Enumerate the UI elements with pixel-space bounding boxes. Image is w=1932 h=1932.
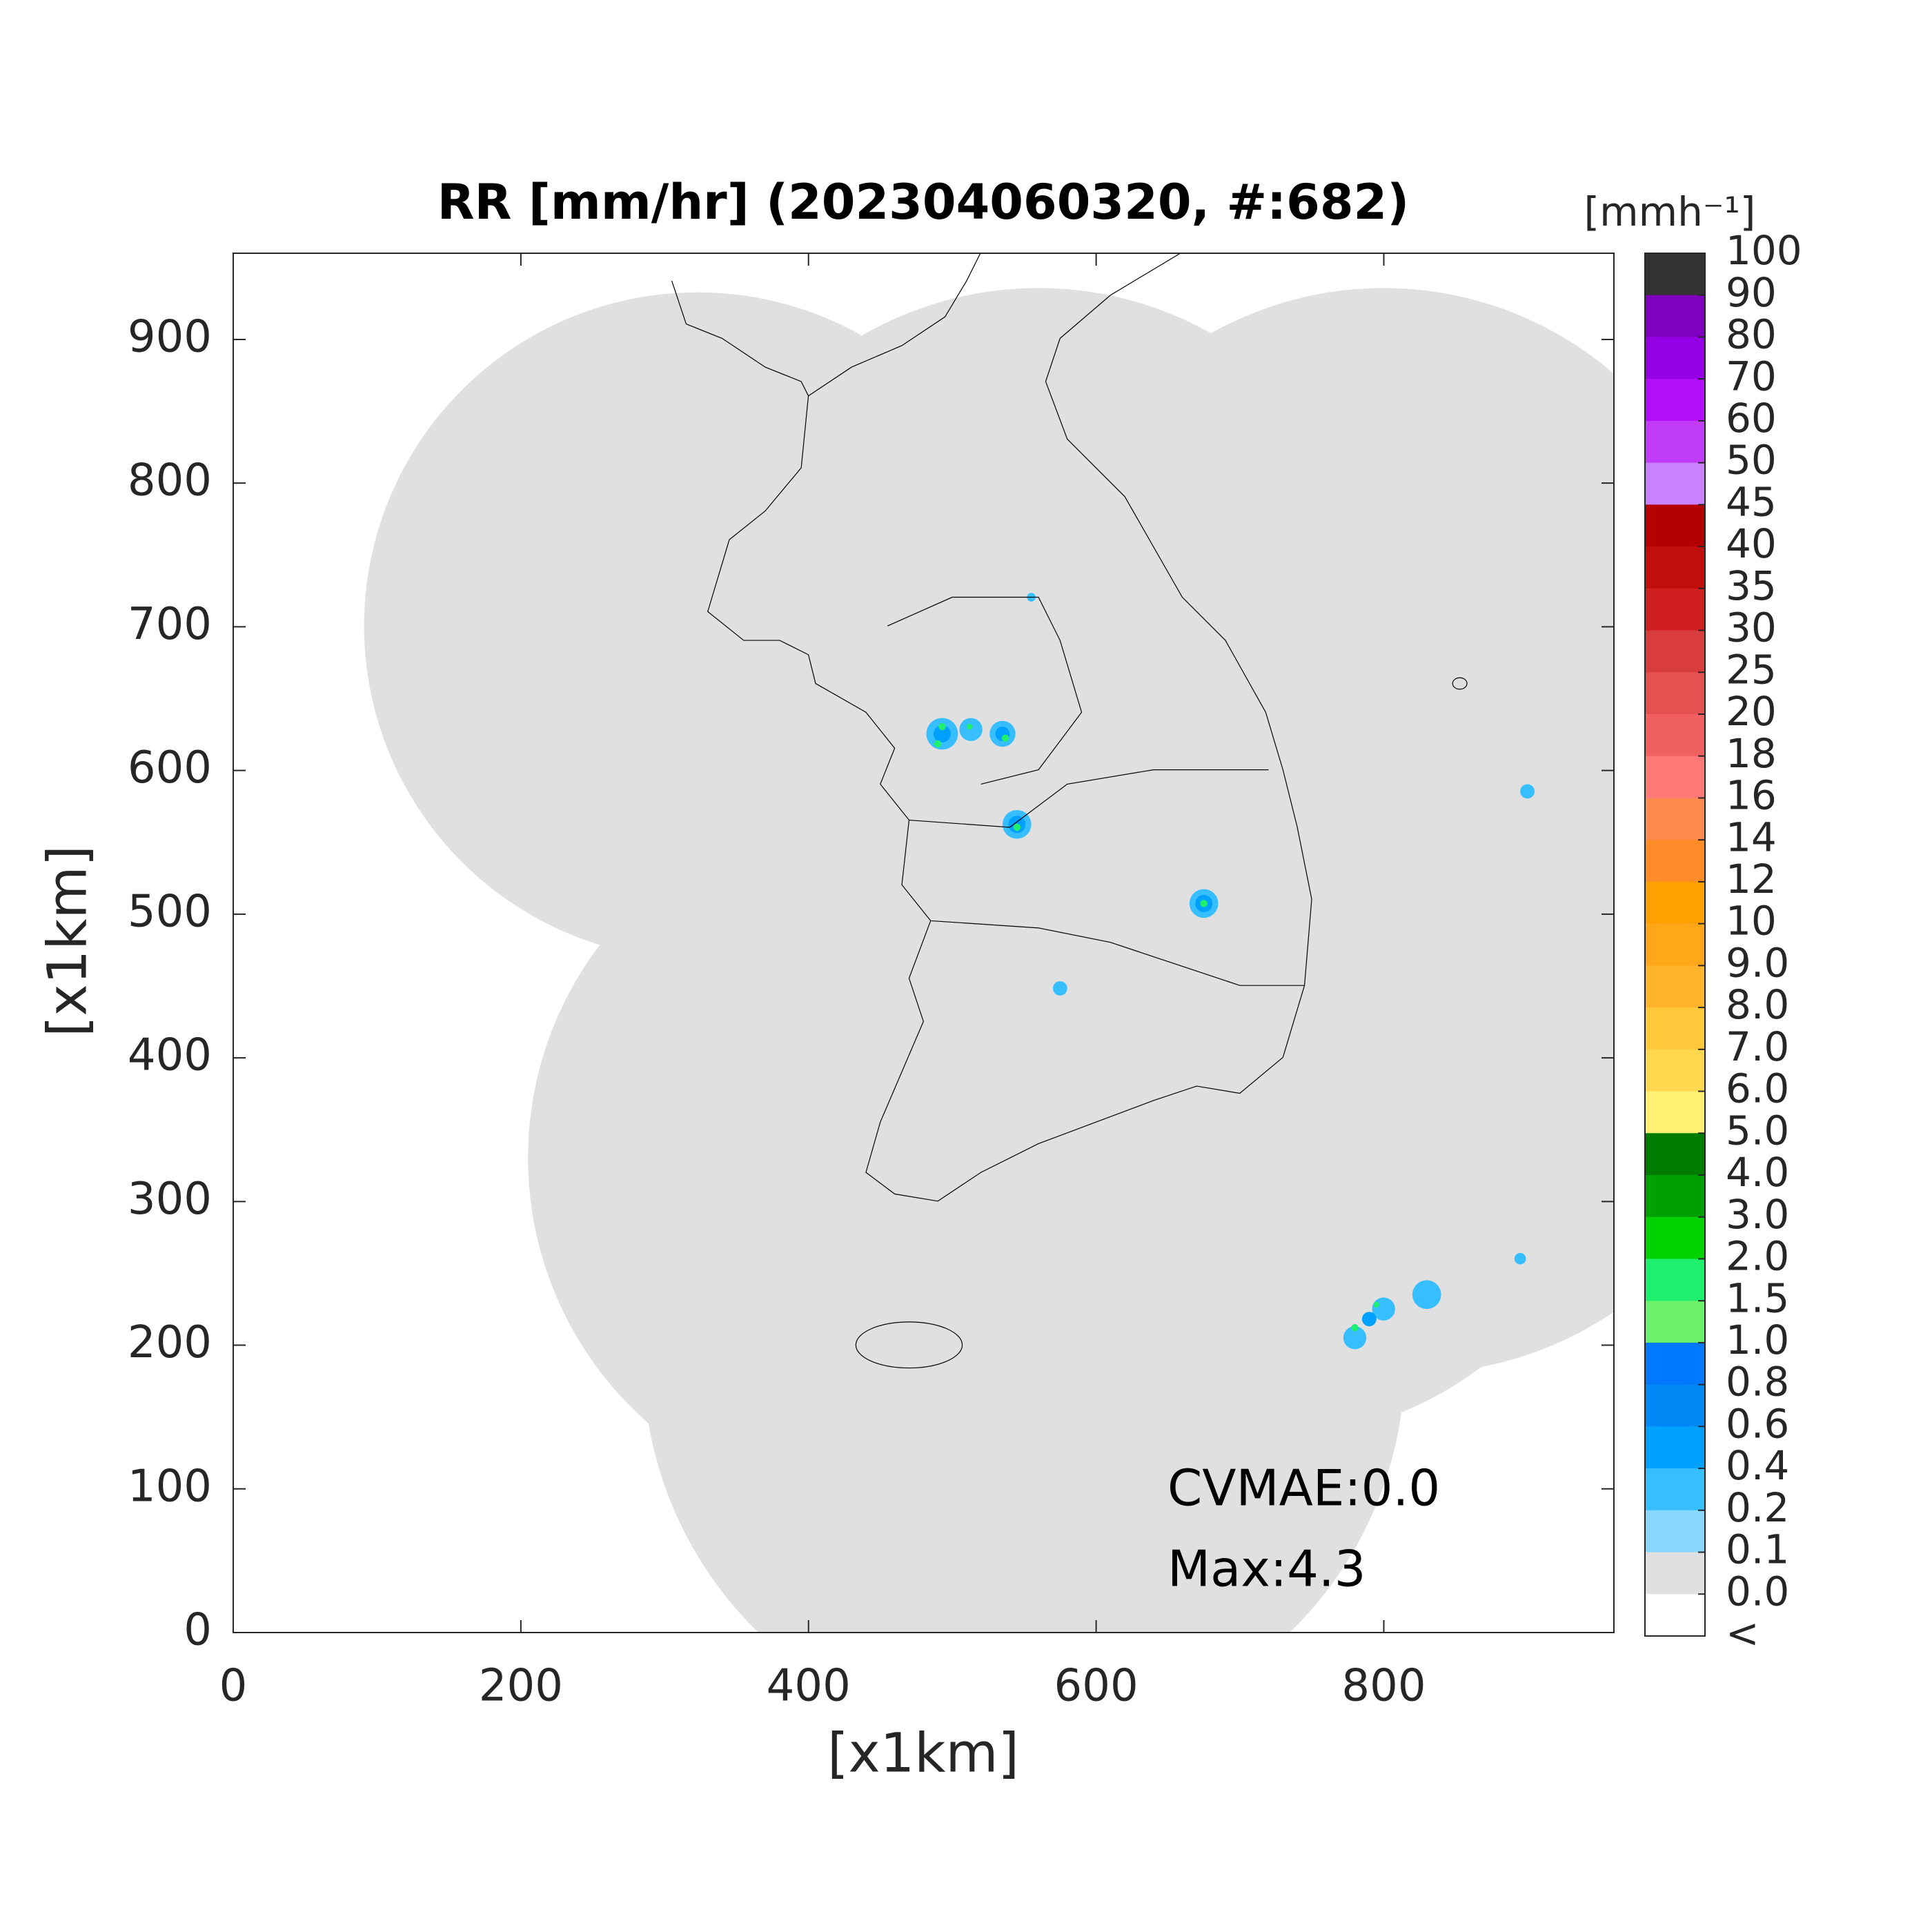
colorbar-tick-label: 70 — [1726, 353, 1777, 400]
colorbar-segment — [1645, 923, 1705, 966]
colorbar-segment — [1645, 253, 1705, 296]
colorbar-tick-label: 80 — [1726, 311, 1777, 358]
colorbar-segment — [1645, 840, 1705, 883]
colorbar-segment — [1645, 1510, 1705, 1553]
colorbar-segment — [1645, 1175, 1705, 1218]
y-tick-label: 600 — [128, 742, 212, 793]
colorbar-segment — [1645, 1552, 1705, 1595]
y-tick-label: 800 — [128, 455, 212, 506]
map-area — [364, 252, 1614, 1633]
colorbar-tick-label: 4.0 — [1726, 1149, 1789, 1196]
colorbar-segment — [1645, 1342, 1705, 1386]
colorbar-tick-label: 8.0 — [1726, 981, 1789, 1028]
colorbar-segment — [1645, 881, 1705, 925]
colorbar-tick-label: 0.0 — [1726, 1568, 1789, 1615]
colorbar-tick-label: 6.0 — [1726, 1065, 1789, 1112]
x-tick-label: 800 — [1341, 1661, 1426, 1712]
annotation: Max:4.3 — [1167, 1540, 1366, 1598]
colorbar-tick-label: 14 — [1726, 814, 1777, 860]
colorbar-segment — [1645, 1468, 1705, 1511]
colorbar-segment — [1645, 798, 1705, 840]
colorbar-segment — [1645, 420, 1705, 464]
colorbar-tick-label: 100 — [1726, 227, 1802, 274]
colorbar-segment — [1645, 1091, 1705, 1134]
radar-coverage — [364, 252, 1614, 1633]
colorbar-segment — [1645, 1594, 1705, 1637]
colorbar-segment — [1645, 1049, 1705, 1092]
colorbar-under-label: < — [1726, 1610, 1759, 1657]
colorbar-tick-label: 0.2 — [1726, 1484, 1789, 1531]
colorbar: 100908070605045403530252018161412109.08.… — [1644, 227, 1802, 1657]
colorbar-segment — [1645, 462, 1705, 505]
y-tick-label: 900 — [128, 312, 212, 363]
x-axis-label: [x1km] — [827, 1722, 1019, 1784]
colorbar-tick-label: 2.0 — [1726, 1233, 1789, 1280]
colorbar-segment — [1645, 756, 1705, 798]
colorbar-tick-label: 10 — [1726, 898, 1777, 945]
colorbar-tick-label: 18 — [1726, 730, 1777, 777]
colorbar-segment — [1645, 714, 1705, 757]
chart-title: RR [mm/hr] (202304060320, #:682) — [437, 174, 1410, 230]
colorbar-tick-label: 40 — [1726, 520, 1777, 567]
colorbar-tick-label: 9.0 — [1726, 939, 1789, 986]
colorbar-tick-label: 0.1 — [1726, 1526, 1789, 1573]
colorbar-segment — [1645, 379, 1705, 422]
x-tick-label: 400 — [767, 1661, 851, 1712]
colorbar-tick-label: 35 — [1726, 562, 1777, 609]
precipitation — [926, 593, 1535, 1350]
annotation: CVMAE:0.0 — [1167, 1459, 1440, 1517]
colorbar-tick-label: 50 — [1726, 437, 1777, 484]
colorbar-segment — [1645, 1301, 1705, 1343]
colorbar-tick-label: 5.0 — [1726, 1107, 1789, 1154]
colorbar-tick-label: 7.0 — [1726, 1023, 1789, 1070]
colorbar-tick-label: 16 — [1726, 772, 1777, 819]
colorbar-tick-label: 1.0 — [1726, 1317, 1789, 1363]
y-tick-label: 400 — [128, 1030, 212, 1081]
colorbar-segment — [1645, 630, 1705, 673]
colorbar-tick-label: 0.4 — [1726, 1442, 1789, 1489]
y-tick-label: 100 — [128, 1461, 212, 1512]
y-axis-label: [x1km] — [37, 845, 99, 1037]
colorbar-tick-label: 0.6 — [1726, 1400, 1789, 1447]
plot-frame — [233, 253, 1615, 1633]
colorbar-tick-label: 45 — [1726, 478, 1777, 525]
y-tick-label: 300 — [128, 1174, 212, 1225]
y-tick-label: 200 — [128, 1317, 212, 1368]
colorbar-tick-label: 0.8 — [1726, 1359, 1789, 1406]
y-tick-label: 700 — [128, 599, 212, 650]
x-tick-label: 0 — [219, 1661, 248, 1712]
colorbar-segment — [1645, 1259, 1705, 1301]
colorbar-segment — [1645, 1007, 1705, 1050]
colorbar-segment — [1645, 1133, 1705, 1176]
x-tick-label: 600 — [1054, 1661, 1138, 1712]
colorbar-tick-label: 12 — [1726, 856, 1777, 903]
coastline — [672, 252, 1467, 1368]
y-tick-label: 0 — [184, 1605, 212, 1656]
y-tick-label: 500 — [128, 886, 212, 937]
colorbar-segment — [1645, 965, 1705, 1008]
colorbar-segment — [1645, 295, 1705, 337]
colorbar-segment — [1645, 1384, 1705, 1427]
colorbar-tick-label: 30 — [1726, 604, 1777, 651]
colorbar-frame — [1644, 253, 1706, 1637]
colorbar-segment — [1645, 546, 1705, 589]
axes: 0 200 400 600 800 0 100 200 300 400 500 600 700 800 90… — [128, 253, 1614, 1712]
colorbar-title: [mmh⁻¹] — [1584, 188, 1756, 235]
colorbar-segment — [1645, 504, 1705, 547]
colorbar-tick-label: 60 — [1726, 395, 1777, 442]
colorbar-segment — [1645, 588, 1705, 631]
colorbar-tick-label: 25 — [1726, 646, 1777, 693]
colorbar-segment — [1645, 1426, 1705, 1469]
colorbar-segment — [1645, 672, 1705, 715]
colorbar-tick-label: 90 — [1726, 269, 1777, 316]
colorbar-tick-label: 1.5 — [1726, 1274, 1789, 1321]
colorbar-segment — [1645, 337, 1705, 379]
x-tick-label: 200 — [479, 1661, 563, 1712]
colorbar-segment — [1645, 1216, 1705, 1259]
colorbar-tick-label: 3.0 — [1726, 1191, 1789, 1238]
colorbar-tick-label: 20 — [1726, 688, 1777, 735]
